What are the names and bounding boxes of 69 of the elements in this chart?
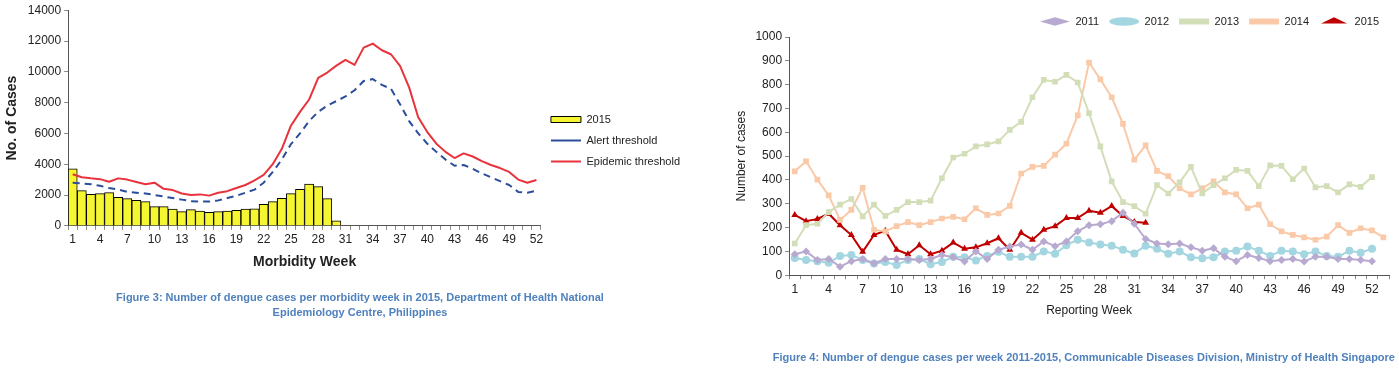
x-tick-label: 43 [447, 232, 462, 247]
x-tick-label: 13 [175, 232, 189, 247]
x-tick-label: 37 [393, 232, 408, 247]
x-tick-label: 1 [69, 232, 77, 247]
y-tick-label: 10000 [27, 64, 62, 79]
x-tick-label: 4 [825, 281, 833, 296]
x-tick-label: 13 [923, 281, 938, 296]
x-tick-label: 4 [96, 232, 104, 247]
y-tick-label: 300 [762, 196, 783, 211]
x-tick-label: 28 [1093, 281, 1108, 296]
y-tick-label: 900 [762, 53, 783, 68]
legend-label: 2011 [1075, 14, 1100, 27]
y-tick-label: 600 [762, 124, 783, 139]
x-tick-label: 31 [338, 232, 353, 247]
y-tick-label: 4000 [34, 156, 62, 171]
x-tick-label: 49 [502, 232, 517, 247]
y-tick-label: 500 [762, 148, 783, 163]
x-tick-label: 52 [1365, 281, 1380, 296]
x-axis-title: Morbidity Week [252, 253, 357, 270]
legend-label: 2012 [1144, 14, 1170, 27]
legend-label: 2014 [1284, 14, 1310, 27]
y-tick-label: 200 [762, 219, 783, 234]
x-tick-label: 19 [991, 281, 1006, 296]
y-tick-label: 0 [775, 267, 783, 282]
x-tick-label: 19 [229, 232, 244, 247]
legend-label: 2013 [1214, 14, 1240, 27]
y-tick-label: 700 [762, 100, 783, 115]
x-tick-label: 22 [1025, 281, 1040, 296]
x-tick-label: 34 [1161, 281, 1176, 296]
x-tick-label: 10 [147, 232, 162, 247]
x-tick-label: 43 [1263, 281, 1278, 296]
y-axis-title: No. of Cases [3, 75, 20, 161]
x-tick-label: 16 [957, 281, 972, 296]
y-tick-label: 12000 [27, 33, 62, 48]
y-tick-label: 2000 [34, 187, 62, 202]
x-tick-label: 31 [1127, 281, 1142, 296]
legend-label: Epidemic threshold [586, 154, 681, 167]
caption: Figure 4: Number of dengue cases per week 2011-2015, Communicable Diseases Division, Ministry of Health Singapore [771, 350, 1395, 365]
y-tick-label: 6000 [34, 125, 62, 140]
x-tick-label: 37 [1195, 281, 1210, 296]
x-tick-label: 46 [1297, 281, 1312, 296]
x-tick-label: 46 [475, 232, 489, 247]
x-axis-title: Reporting Week [1046, 303, 1133, 318]
y-axis-title: Number of cases [733, 110, 748, 202]
y-tick-label: 400 [762, 172, 783, 187]
y-tick-label: 800 [762, 76, 783, 91]
y-tick-label: 0 [54, 218, 62, 233]
legend-label: 2015 [586, 112, 611, 125]
x-tick-label: 16 [202, 232, 217, 247]
x-tick-label: 34 [366, 232, 380, 247]
x-tick-label: 7 [859, 281, 867, 296]
legend-label: 2015 [1354, 14, 1380, 27]
x-tick-label: 22 [256, 232, 271, 247]
y-tick-label: 8000 [34, 94, 62, 109]
y-tick-label: 1000 [755, 29, 783, 44]
x-tick-label: 49 [1331, 281, 1346, 296]
x-tick-label: 1 [791, 281, 799, 296]
x-tick-label: 25 [1059, 281, 1074, 296]
caption: Figure 3: Number of dengue cases per morbidity week in 2015, Department of Health National Epidemiology Centre, Philippines [115, 290, 605, 320]
x-tick-label: 52 [529, 232, 544, 247]
legend-label: Alert threshold [586, 133, 658, 146]
x-tick-label: 40 [420, 232, 435, 247]
x-tick-label: 40 [1229, 281, 1244, 296]
x-tick-label: 10 [889, 281, 904, 296]
x-tick-label: 25 [284, 232, 298, 247]
y-tick-label: 14000 [27, 2, 62, 17]
x-tick-label: 7 [123, 232, 131, 247]
x-tick-label: 28 [311, 232, 326, 247]
y-tick-label: 100 [762, 243, 783, 258]
